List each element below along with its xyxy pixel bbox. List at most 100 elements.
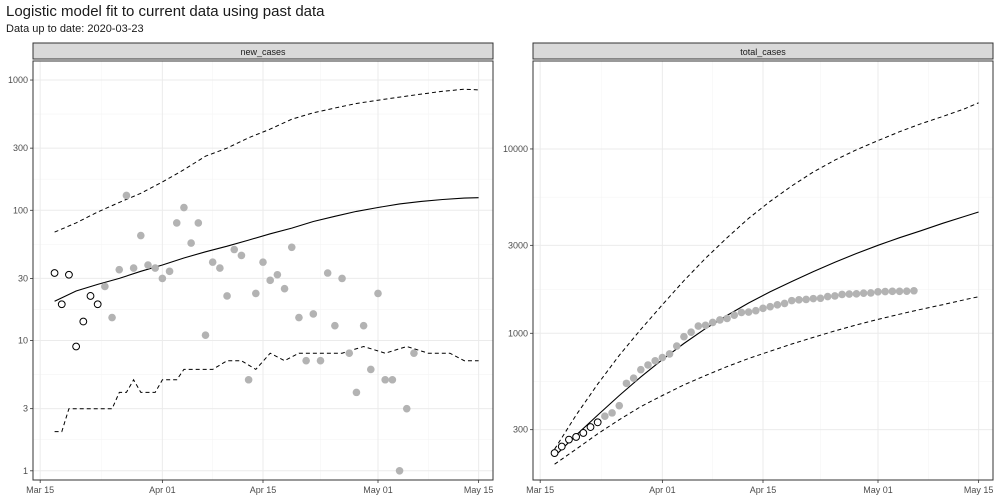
lower-interval-line bbox=[554, 296, 979, 465]
x-tick-label: Mar 15 bbox=[26, 485, 54, 495]
past-data-point bbox=[608, 409, 616, 417]
current-data-point bbox=[557, 442, 566, 451]
past-data-point bbox=[345, 349, 354, 357]
past-data-point bbox=[816, 294, 825, 303]
facet-strip bbox=[32, 42, 494, 60]
past-data-point bbox=[108, 313, 116, 322]
past-data-point bbox=[151, 264, 159, 272]
past-data-point bbox=[694, 322, 703, 330]
past-data-point bbox=[780, 299, 789, 308]
past-data-point bbox=[637, 365, 645, 374]
past-data-point bbox=[252, 289, 260, 298]
past-data-point bbox=[838, 290, 846, 299]
past-data-point bbox=[287, 243, 296, 252]
y-tick-label: 1000 bbox=[508, 328, 528, 338]
past-data-point bbox=[223, 292, 231, 300]
x-tick-label: May 01 bbox=[363, 485, 393, 495]
past-data-point bbox=[302, 356, 310, 365]
past-data-point bbox=[716, 316, 724, 324]
x-tick-label: Apr 15 bbox=[250, 485, 277, 495]
current-data-point bbox=[565, 435, 573, 444]
past-data-point bbox=[230, 245, 239, 254]
past-data-point bbox=[859, 289, 868, 297]
past-data-point bbox=[823, 292, 832, 301]
past-data-point bbox=[338, 274, 346, 283]
past-data-point bbox=[367, 365, 375, 374]
chart-title: Logistic model fit to current data using… bbox=[6, 3, 325, 20]
past-data-point bbox=[708, 318, 717, 327]
past-data-point bbox=[101, 282, 109, 291]
past-data-point bbox=[194, 219, 203, 227]
current-data-point bbox=[593, 418, 602, 427]
past-data-point bbox=[852, 290, 861, 298]
y-tick-label: 10 bbox=[18, 336, 28, 346]
fit-line bbox=[54, 197, 479, 302]
past-data-point bbox=[295, 313, 303, 322]
past-data-point bbox=[752, 306, 760, 315]
past-data-point bbox=[888, 287, 897, 296]
past-data-point bbox=[723, 314, 731, 323]
past-data-point bbox=[137, 231, 145, 240]
past-data-point bbox=[601, 412, 609, 420]
facet-strip bbox=[532, 42, 994, 60]
current-data-point bbox=[50, 269, 59, 277]
past-data-point bbox=[144, 261, 152, 269]
past-data-point bbox=[680, 332, 688, 341]
past-data-point bbox=[766, 302, 774, 311]
x-tick-label: May 15 bbox=[964, 485, 994, 495]
past-data-point bbox=[237, 251, 246, 260]
past-data-point bbox=[381, 375, 389, 384]
x-tick-label: Apr 15 bbox=[750, 485, 777, 495]
past-data-point bbox=[331, 321, 339, 330]
past-data-point bbox=[644, 361, 652, 369]
past-data-point bbox=[845, 290, 854, 298]
past-data-point bbox=[867, 289, 875, 297]
past-data-point bbox=[395, 467, 404, 475]
past-data-point bbox=[629, 374, 638, 382]
past-data-point bbox=[201, 331, 210, 339]
past-data-point bbox=[802, 295, 810, 304]
current-data-point bbox=[86, 292, 95, 300]
past-data-point bbox=[323, 269, 332, 277]
past-data-point bbox=[910, 286, 918, 295]
x-tick-label: Apr 01 bbox=[149, 485, 176, 495]
past-data-point bbox=[701, 321, 710, 330]
past-data-point bbox=[658, 353, 667, 362]
past-data-point bbox=[316, 356, 325, 365]
past-data-point bbox=[651, 357, 659, 365]
past-data-point bbox=[374, 289, 382, 298]
past-data-point bbox=[410, 349, 418, 357]
current-data-point bbox=[550, 449, 559, 457]
past-data-point bbox=[831, 292, 839, 300]
upper-interval-line bbox=[54, 88, 479, 233]
y-tick-label: 10000 bbox=[503, 144, 528, 154]
past-data-point bbox=[172, 219, 181, 227]
y-tick-label: 3000 bbox=[508, 240, 528, 250]
past-data-point bbox=[208, 258, 217, 266]
y-tick-label: 3 bbox=[23, 404, 28, 414]
past-data-point bbox=[216, 264, 224, 272]
x-tick-label: May 15 bbox=[464, 485, 494, 495]
upper-interval-line bbox=[554, 102, 979, 450]
past-data-point bbox=[187, 239, 195, 247]
x-tick-label: Apr 01 bbox=[649, 485, 676, 495]
past-data-point bbox=[730, 311, 739, 320]
current-data-point bbox=[586, 423, 595, 431]
past-data-point bbox=[744, 308, 753, 316]
past-data-point bbox=[280, 284, 289, 293]
past-data-point bbox=[266, 276, 274, 285]
y-tick-label: 100 bbox=[13, 205, 28, 215]
past-data-point bbox=[359, 321, 368, 330]
past-data-point bbox=[615, 401, 624, 410]
past-data-point bbox=[787, 296, 796, 305]
facet-strip-label: total_cases bbox=[740, 47, 786, 57]
y-tick-label: 300 bbox=[513, 425, 528, 435]
lower-interval-line bbox=[54, 345, 479, 433]
past-data-point bbox=[115, 265, 124, 274]
x-tick-label: Mar 15 bbox=[526, 485, 554, 495]
past-data-point bbox=[388, 375, 397, 384]
x-tick-label: May 01 bbox=[863, 485, 893, 495]
chart-subtitle: Data up to date: 2020-03-23 bbox=[6, 23, 144, 35]
past-data-point bbox=[759, 304, 767, 313]
